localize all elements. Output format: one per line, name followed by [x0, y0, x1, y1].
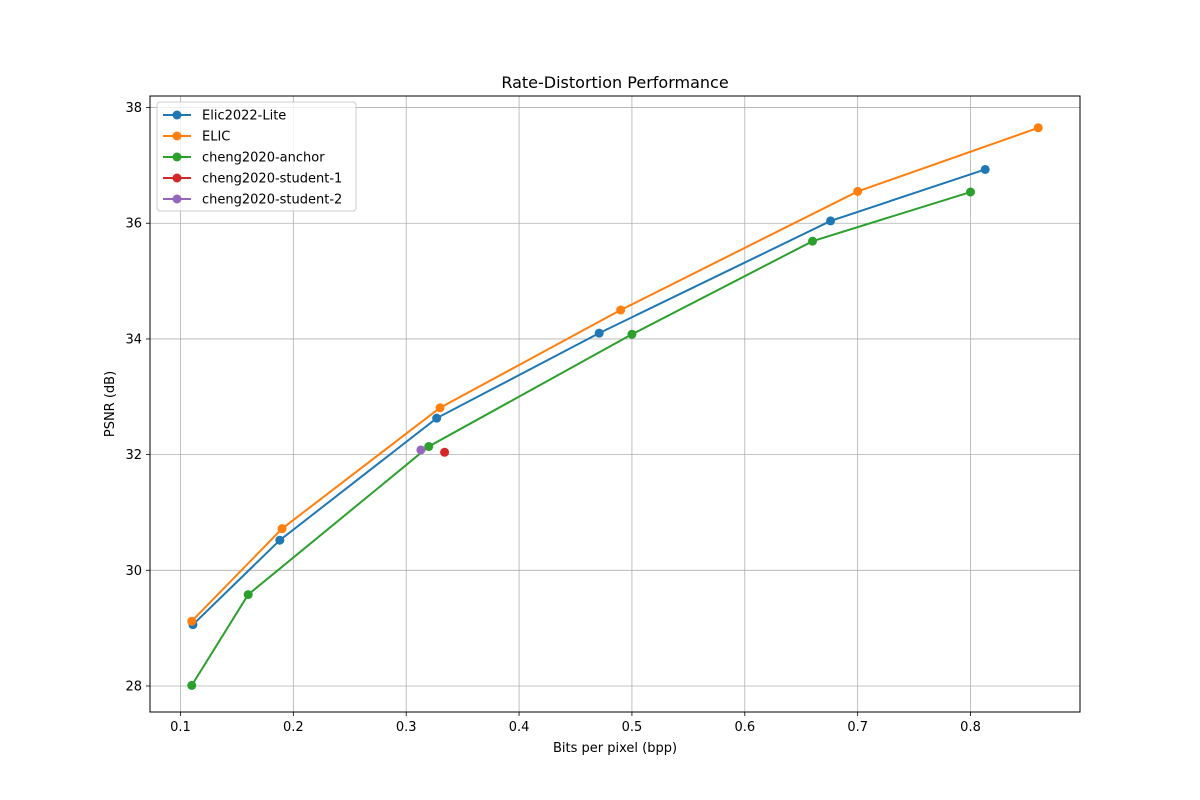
- data-point: [616, 305, 626, 315]
- legend-item: cheng2020-student-1: [163, 172, 342, 187]
- legend-marker: [172, 194, 182, 204]
- legend-label: cheng2020-student-2: [202, 193, 342, 208]
- chart-title: Rate-Distortion Performance: [501, 73, 728, 92]
- data-point: [594, 328, 604, 338]
- data-point: [435, 403, 445, 413]
- series-cheng2020-student-1: [440, 447, 450, 457]
- legend-label: Elic2022-Lite: [202, 109, 286, 124]
- x-tick-label: 0.3: [396, 720, 417, 735]
- series-cheng2020-anchor: [187, 187, 976, 690]
- x-tick-label: 0.7: [847, 720, 868, 735]
- y-tick-label: 34: [125, 332, 142, 347]
- x-tick-label: 0.2: [283, 720, 304, 735]
- data-point: [187, 680, 197, 690]
- legend-label: cheng2020-student-1: [202, 172, 342, 187]
- data-point: [424, 442, 434, 452]
- legend-frame: [156, 101, 357, 212]
- grid-lines: [150, 96, 1080, 712]
- data-point: [416, 445, 426, 455]
- legend-marker: [172, 110, 182, 120]
- x-axis-label: Bits per pixel (bpp): [553, 741, 677, 756]
- data-point: [440, 447, 450, 457]
- data-point: [966, 187, 976, 197]
- legend-label: ELIC: [202, 130, 230, 145]
- data-point: [980, 164, 990, 174]
- y-tick-label: 32: [125, 448, 142, 463]
- legend-item: cheng2020-anchor: [163, 151, 325, 166]
- series-line: [190, 191, 971, 686]
- x-tick-label: 0.4: [509, 720, 530, 735]
- plot-frame: [149, 95, 1081, 713]
- series-line: [192, 168, 986, 626]
- legend-item: Elic2022-Lite: [163, 109, 286, 124]
- y-tick-label: 38: [125, 101, 142, 116]
- y-tick-label: 28: [125, 679, 142, 694]
- data-point: [808, 236, 818, 246]
- series-group: [187, 123, 1043, 690]
- data-point: [275, 535, 285, 545]
- data-point: [432, 413, 442, 423]
- x-tick-label: 0.1: [170, 720, 191, 735]
- x-tick-label: 0.5: [622, 720, 643, 735]
- axis-ticks: 0.1 0.2 0.3 0.4 0.5 0.6 0.7 0.8 28 30 32 34 36 38: [125, 101, 980, 735]
- data-point: [853, 186, 863, 196]
- series-cheng2020-student-2: [416, 445, 426, 455]
- legend-marker: [172, 152, 182, 162]
- y-axis-label: PSNR (dB): [103, 371, 118, 437]
- data-point: [187, 616, 197, 626]
- data-point: [1033, 123, 1043, 133]
- data-point: [826, 216, 836, 226]
- data-point: [627, 329, 637, 339]
- legend-label: cheng2020-anchor: [202, 151, 325, 166]
- legend: Elic2022-Lite ELIC cheng2020-anchor cheng20…: [156, 101, 357, 212]
- series-elic: [187, 123, 1043, 626]
- legend-marker: [172, 131, 182, 141]
- y-tick-label: 30: [125, 564, 142, 579]
- x-tick-label: 0.8: [960, 720, 981, 735]
- legend-marker: [172, 173, 182, 183]
- legend-item: cheng2020-student-2: [163, 193, 342, 208]
- x-tick-label: 0.6: [734, 720, 755, 735]
- data-point: [277, 524, 287, 534]
- legend-item: ELIC: [163, 130, 230, 145]
- data-point: [243, 590, 253, 600]
- series-line: [191, 126, 1039, 622]
- y-tick-label: 36: [125, 217, 142, 232]
